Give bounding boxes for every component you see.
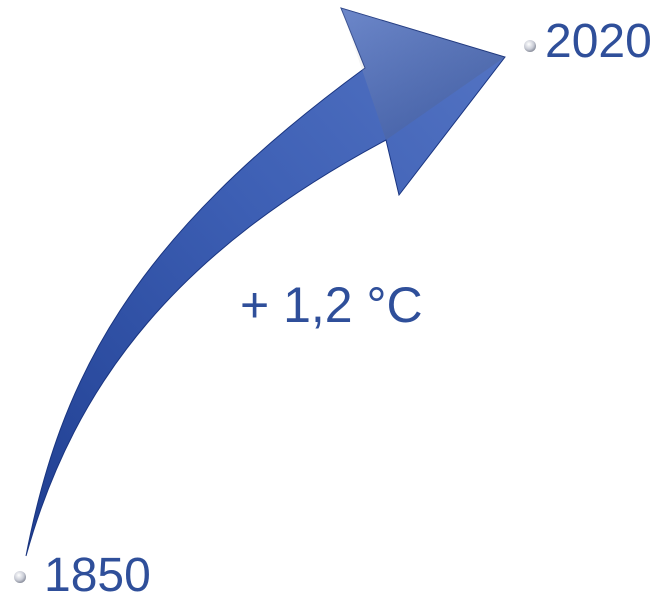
start-year-label: 1850 [44,549,151,602]
end-bead-icon [524,40,536,52]
end-year-label: 2020 [545,15,652,68]
start-bead-icon [14,571,26,583]
temperature-change-label: + 1,2 °C [240,277,423,333]
arrow-highlight [341,8,505,140]
